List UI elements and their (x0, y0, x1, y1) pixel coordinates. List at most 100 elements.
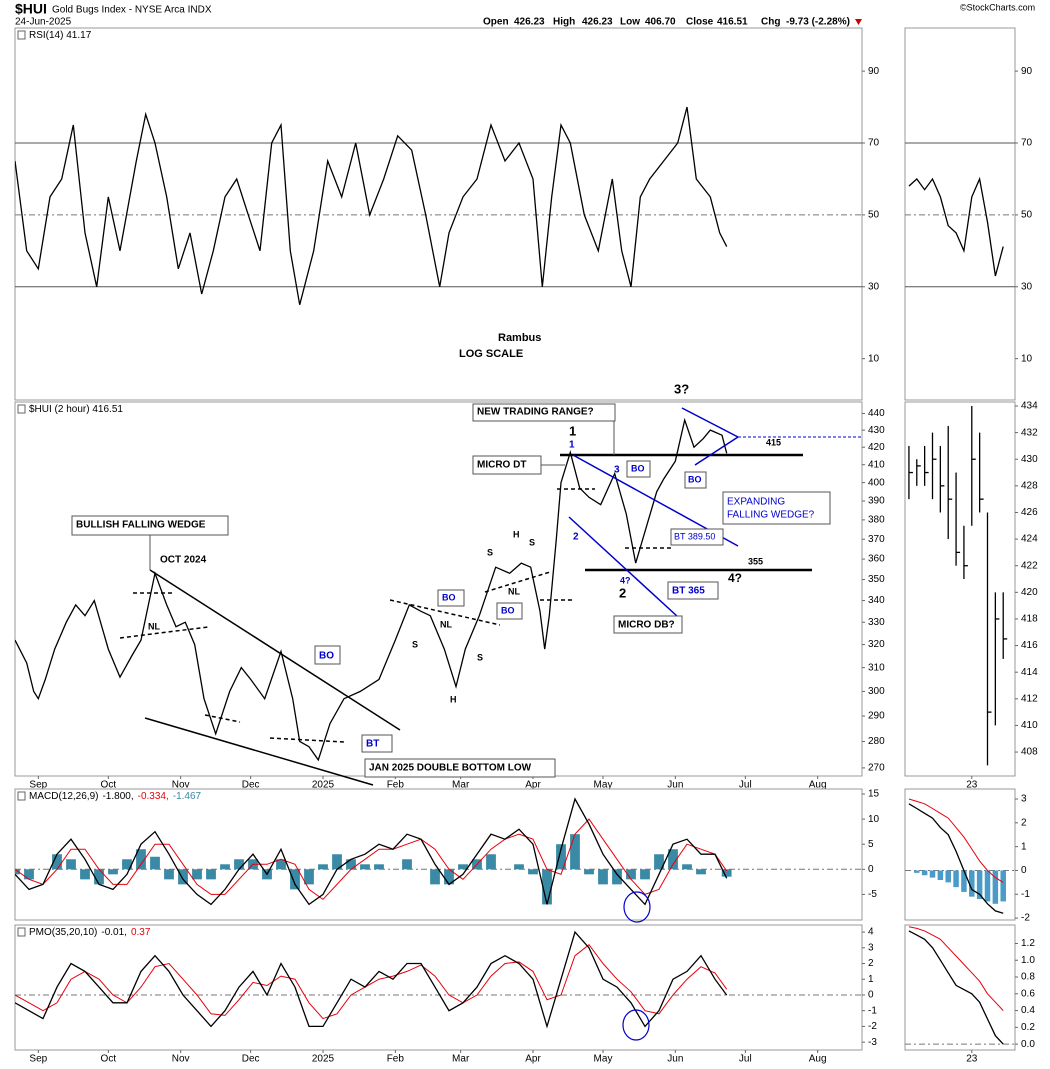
x-tick-label: Mar (452, 780, 470, 791)
annotation: 355 (748, 556, 763, 566)
y-tick-label: 428 (1021, 480, 1038, 491)
annotation: BT 365 (672, 586, 705, 597)
annotation: LOG SCALE (459, 348, 523, 360)
quote-label: Close (686, 17, 714, 28)
date: 24-Jun-2025 (15, 17, 72, 28)
histogram-bar (164, 869, 174, 880)
annotation: NEW TRADING RANGE? (477, 407, 594, 418)
y-tick-label: 370 (868, 534, 885, 545)
annotation: BO (688, 474, 702, 484)
y-tick-label: 3 (1021, 794, 1027, 805)
annotation: S (487, 547, 493, 557)
y-tick-label: 310 (868, 662, 885, 673)
y-tick-label: 1 (868, 974, 874, 985)
annotation: EXPANDING (727, 497, 785, 508)
panel-icon (17, 30, 26, 40)
annotation: 415 (766, 437, 781, 447)
y-tick-label: -3 (868, 1037, 877, 1048)
label-box (722, 491, 831, 525)
series-line (908, 930, 1004, 1045)
histogram-bar (150, 856, 160, 870)
histogram-bar (528, 869, 538, 875)
series-line (15, 943, 728, 1020)
y-tick-label: 330 (868, 617, 885, 628)
annotation: JAN 2025 DOUBLE BOTTOM LOW (369, 763, 532, 774)
x-tick-label: Apr (525, 1054, 541, 1065)
histogram-bar (276, 859, 286, 870)
histogram-bar (598, 869, 608, 885)
source: ©StockCharts.com (960, 2, 1035, 12)
histogram-bar (360, 864, 370, 870)
y-tick-label: 0 (1021, 865, 1027, 876)
series-line (15, 106, 728, 305)
histogram-bar (24, 869, 34, 880)
panel-frame (14, 788, 863, 921)
y-tick-label: -1 (868, 1005, 877, 1016)
histogram-bar (430, 869, 440, 885)
legend-value: -0.334, (138, 791, 169, 802)
annotation: 2 (619, 585, 626, 600)
panel-icon (17, 404, 26, 414)
y-tick-label: 418 (1021, 614, 1038, 625)
y-tick-label: 30 (1021, 281, 1033, 292)
histogram-bar (234, 859, 244, 870)
annotations: Rambus LOG SCALE BULLISH FALLING WEDGE O… (71, 332, 862, 1041)
y-tick-label: 432 (1021, 427, 1038, 438)
histogram-bar (66, 859, 76, 870)
histogram-bar (444, 869, 454, 885)
y-tick-label: 290 (868, 711, 885, 722)
neckline (269, 737, 346, 743)
histogram-bar (486, 854, 496, 870)
neckline (204, 714, 241, 723)
histogram-bar (937, 870, 944, 880)
y-tick-label: 3 (868, 942, 874, 953)
series-line (908, 926, 1004, 1011)
annotation: BO (501, 605, 515, 615)
histogram-bar (374, 864, 384, 870)
y-tick-label: 300 (868, 686, 885, 697)
y-tick-label: 1.0 (1021, 955, 1035, 966)
x-tick-label: 23 (966, 1054, 978, 1065)
x-tick-label: Aug (809, 1054, 827, 1065)
highlight-circle (623, 891, 651, 923)
symbol-name: Gold Bugs Index - NYSE Arca INDX (52, 5, 212, 16)
legend-value: -1.800, (102, 791, 133, 802)
wedge-line (694, 436, 739, 466)
histogram-bar (696, 869, 706, 875)
histogram-bar (668, 849, 678, 870)
x-tick-label: Feb (387, 780, 405, 791)
annotation: NL (148, 621, 160, 631)
y-tick-label: 360 (868, 554, 885, 565)
y-tick-label: 434 (1021, 401, 1038, 412)
x-tick-label: 2025 (312, 1054, 335, 1065)
highlight-circle (622, 1009, 650, 1041)
x-tick-label: 23 (966, 780, 978, 791)
y-tick-label: 340 (868, 595, 885, 606)
trend-line (149, 569, 401, 731)
y-tick-label: -1 (1021, 889, 1030, 900)
y-tick-label: 440 (868, 408, 885, 419)
panel-title: PMO(35,20,10) -0.01, 0.37 (29, 927, 151, 938)
panel-title: MACD(12,26,9) -1.800, -0.334, -1.467 (29, 791, 202, 802)
histogram-bar (929, 870, 936, 878)
y-tick-label: 10 (868, 814, 880, 825)
annotation: BT (366, 739, 379, 750)
y-tick-label: 0 (868, 990, 874, 1001)
y-tick-label: 420 (868, 442, 885, 453)
panel-frame (904, 788, 1016, 921)
y-tick-label: 416 (1021, 640, 1038, 651)
quote: Open 426.23 High 426.23 Low 406.70 Close… (483, 17, 862, 28)
histogram-bar (318, 864, 328, 870)
series-line (908, 798, 1004, 883)
annotation: H (513, 529, 520, 539)
histogram-bar (402, 859, 412, 870)
y-tick-label: 10 (868, 353, 880, 364)
quote-label: Open (483, 17, 509, 28)
annotation: BT 389.50 (674, 531, 715, 541)
annotation: BULLISH FALLING WEDGE (76, 520, 206, 531)
x-tick-label: May (594, 1054, 613, 1065)
label-box (667, 581, 719, 600)
histogram-bar (108, 869, 118, 875)
histogram-bar (206, 869, 216, 880)
